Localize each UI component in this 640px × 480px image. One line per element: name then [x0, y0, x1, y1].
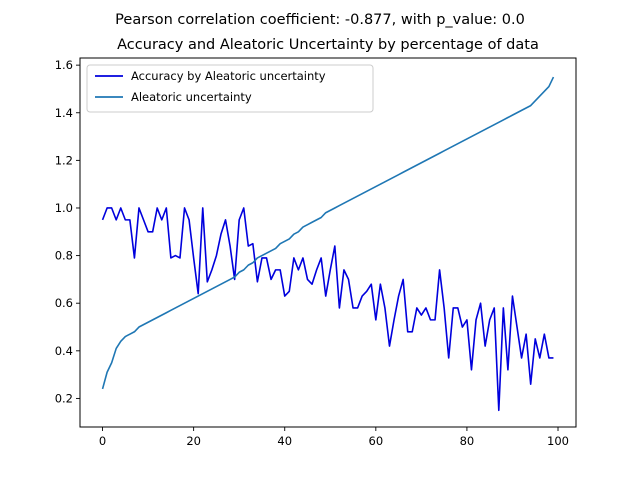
y-tick-label: 1.4: [55, 106, 73, 120]
x-tick-label: 40: [277, 434, 292, 448]
series-layer: [101, 76, 555, 412]
legend-box: [86, 64, 374, 113]
legend-label-0: Accuracy by Aleatoric uncertainty: [131, 69, 326, 83]
x-tick-label: 80: [460, 434, 475, 448]
x-axis: 0 20 40 60 80 100: [99, 427, 569, 448]
x-tick-label: 100: [547, 434, 569, 448]
x-tick-label: 20: [186, 434, 201, 448]
x-tick-label: 60: [369, 434, 384, 448]
y-axis: 0.2 0.4 0.6 0.8 1.0 1.2 1.4 1.6: [55, 58, 80, 405]
chart-title: Pearson correlation coefficient: -0.877,…: [115, 12, 525, 28]
axes-frame: [79, 57, 577, 428]
y-tick-label: 1.2: [55, 153, 73, 167]
y-tick-label: 0.8: [55, 249, 73, 263]
y-tick-label: 0.4: [55, 344, 73, 358]
y-tick-label: 0.6: [55, 296, 73, 310]
series-line-1: [101, 76, 555, 390]
y-tick-label: 1.0: [55, 201, 73, 215]
chart-subtitle: Accuracy and Aleatoric Uncertainty by pe…: [117, 37, 539, 53]
series-line-0: [101, 207, 554, 412]
x-tick-label: 0: [99, 434, 106, 448]
legend: Accuracy by Aleatoric uncertainty Aleator…: [86, 64, 374, 113]
legend-label-1: Aleatoric uncertainty: [131, 90, 252, 104]
y-tick-label: 0.2: [55, 391, 73, 405]
y-tick-label: 1.6: [55, 58, 73, 72]
